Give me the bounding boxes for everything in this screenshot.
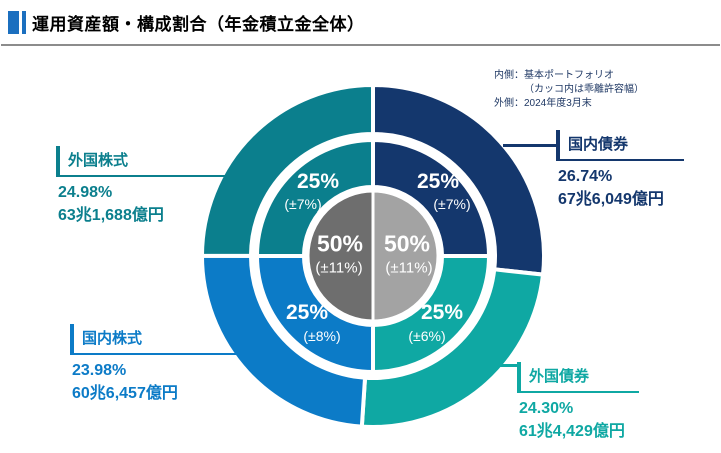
callout-domestic-equities: 国内株式 23.98% 60兆6,457億円 [70,324,253,405]
page-header: 運用資産額・構成割合（年金積立金全体） [0,0,721,48]
callout-foreign-bonds: 外国債券 24.30% 61兆4,429億円 [517,362,639,443]
callout-foreign-equities: 外国株式 24.98% 63兆1,688億円 [56,146,238,227]
asset-stats: 26.74% 67兆6,049億円 [556,165,684,211]
center-left-tolerance: (±11%) [315,259,363,277]
asset-name: 国内株式 [70,324,253,355]
leader-line-domestic-bonds [503,144,556,147]
ring-legend-note: 内側：基本ポートフォリオ （カッコ内は乖離許容幅） 外側：2024年度3月末 [494,69,644,111]
asset-stats: 23.98% 60兆6,457億円 [70,359,253,405]
ring-legend-note-line2: （カッコ内は乖離許容幅） [524,84,644,95]
policy-pct-domestic-bonds: 25% [416,170,460,193]
policy-pct-domestic-equities: 25% [285,301,329,324]
center-left-pct: 50% [316,230,364,257]
inner-segment-国内株式 [254,254,375,375]
asset-actual-pct: 23.98% [72,362,127,379]
asset-actual-pct: 24.98% [58,184,113,201]
inner-segment-国内債券 [371,137,492,258]
center-right-pct: 50% [383,230,431,257]
asset-amount: 60兆6,457億円 [72,385,178,402]
asset-amount: 67兆6,049億円 [558,191,664,208]
asset-amount: 63兆1,688億円 [58,207,164,224]
policy-tolerance-foreign-bonds: (±6%) [408,328,446,344]
title-divider [1,44,720,46]
policy-pct-foreign-bonds: 25% [420,301,464,324]
asset-name: 外国債券 [517,362,639,393]
asset-name: 国内債券 [556,130,684,161]
asset-stats: 24.30% 61兆4,429億円 [517,397,639,443]
ring-legend-note-line3: 外側：2024年度3月末 [494,98,592,109]
center-right-half [371,189,440,323]
asset-actual-pct: 26.74% [558,168,613,185]
leader-line-foreign-bonds [498,364,517,367]
asset-amount: 61兆4,429億円 [519,423,625,440]
callout-domestic-bonds: 国内債券 26.74% 67兆6,049億円 [556,130,684,211]
asset-stats: 24.98% 63兆1,688億円 [56,181,238,227]
center-right-tolerance: (±11%) [385,259,433,277]
asset-name: 外国株式 [56,146,238,177]
policy-tolerance-domestic-bonds: (±7%) [433,196,471,212]
policy-pct-foreign-equities: 25% [296,170,340,193]
section-marker-icon [8,11,28,34]
inner-segment-外国株式 [254,137,375,258]
center-left-half [306,189,375,323]
page-title: 運用資産額・構成割合（年金積立金全体） [32,15,365,34]
ring-legend-note-line1: 内側：基本ポートフォリオ [494,70,614,81]
policy-tolerance-domestic-equities: (±8%) [303,328,341,344]
policy-tolerance-foreign-equities: (±7%) [284,196,322,212]
asset-actual-pct: 24.30% [519,400,574,417]
inner-segment-外国債券 [371,254,492,375]
